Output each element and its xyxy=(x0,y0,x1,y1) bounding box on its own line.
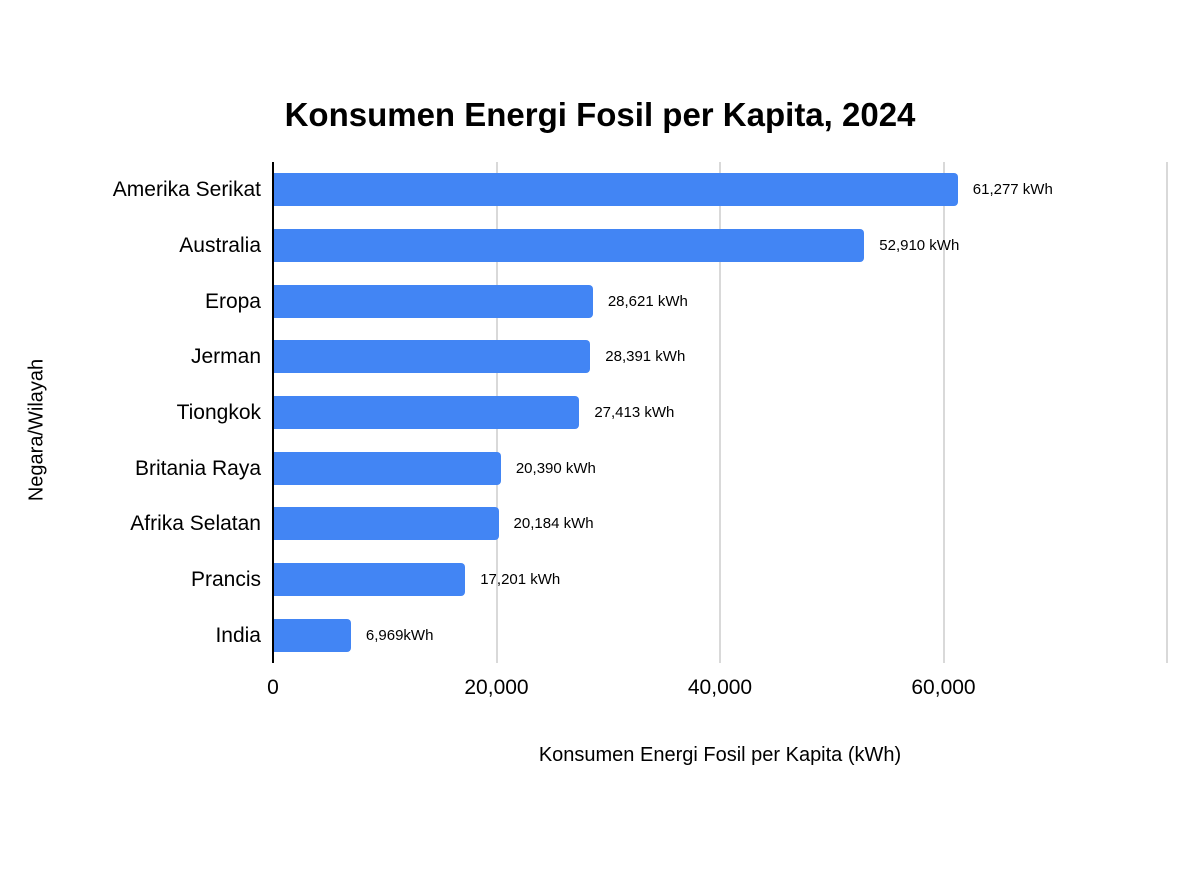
category-label: India xyxy=(215,623,261,647)
bar-track: 6,969kWh xyxy=(273,607,1167,663)
bar xyxy=(273,618,351,652)
chart-row: Tiongkok 27,413 kWh xyxy=(0,385,1167,441)
x-tick-label: 40,000 xyxy=(687,676,753,699)
bar xyxy=(273,340,591,374)
category-label: Prancis xyxy=(190,567,261,591)
bar xyxy=(273,396,580,430)
bar-value-label: 27,413 kWh xyxy=(594,404,675,422)
category-label: Jerman xyxy=(190,345,261,369)
bar-value-label: 6,969kWh xyxy=(365,626,434,644)
chart-row: Amerika Serikat 61,277 kWh xyxy=(0,162,1167,218)
chart-row: Britania Raya 20,390 kWh xyxy=(0,440,1167,496)
chart-row: Afrika Selatan 20,184 kWh xyxy=(0,496,1167,552)
chart-row: Eropa 28,621 kWh xyxy=(0,273,1167,329)
bar xyxy=(273,507,499,541)
chart-title: Konsumen Energi Fosil per Kapita, 2024 xyxy=(284,96,916,133)
category-label: Amerika Serikat xyxy=(112,178,261,202)
chart-row: India 6,969kWh xyxy=(0,607,1167,663)
bar-track: 28,621 kWh xyxy=(273,273,1167,329)
category-label: Afrika Selatan xyxy=(130,512,261,536)
x-axis-ticks: 0 20,000 40,000 60,000 xyxy=(267,676,1167,704)
x-tick-label: 60,000 xyxy=(911,676,976,699)
gridline xyxy=(942,162,945,663)
chart-row: Prancis 17,201 kWh xyxy=(0,552,1167,608)
category-label: Australia xyxy=(179,233,261,257)
bar-value-label: 17,201 kWh xyxy=(480,571,561,589)
chart-rows: Amerika Serikat 61,277 kWh Australia 52,910… xyxy=(0,162,1167,663)
chart-row: Jerman 28,391 kWh xyxy=(0,329,1167,385)
bar-value-label: 20,390 kWh xyxy=(515,459,596,477)
bar xyxy=(273,451,501,485)
gridline xyxy=(1166,162,1168,663)
bar-track: 17,201 kWh xyxy=(273,552,1167,608)
bar-track: 20,390 kWh xyxy=(273,440,1167,496)
x-tick-label: 20,000 xyxy=(464,676,529,699)
bar xyxy=(273,284,593,318)
category-label: Tiongkok xyxy=(176,400,261,424)
bar-track: 27,413 kWh xyxy=(273,385,1167,441)
x-axis-title: Konsumen Energi Fosil per Kapita (kWh) xyxy=(538,744,902,766)
category-label: Britania Raya xyxy=(134,456,261,480)
bar-value-label: 28,391 kWh xyxy=(605,348,686,366)
chart-row: Australia 52,910 kWh xyxy=(0,218,1167,274)
x-tick-label: 0 xyxy=(267,676,279,699)
bar-track: 61,277 kWh xyxy=(273,162,1167,218)
y-axis-line xyxy=(272,162,274,663)
bar-value-label: 61,277 kWh xyxy=(972,181,1053,199)
bar xyxy=(273,229,865,262)
bar xyxy=(273,563,466,597)
bar xyxy=(273,173,958,207)
bar-value-label: 20,184 kWh xyxy=(513,515,594,533)
bar-track: 20,184 kWh xyxy=(273,496,1167,552)
bar-value-label: 52,910 kWh xyxy=(879,237,960,254)
bar-value-label: 28,621 kWh xyxy=(607,292,688,310)
bar-track: 28,391 kWh xyxy=(273,329,1167,385)
category-label: Eropa xyxy=(204,289,261,313)
bar-track: 52,910 kWh xyxy=(273,218,1167,274)
gridline xyxy=(719,162,721,663)
